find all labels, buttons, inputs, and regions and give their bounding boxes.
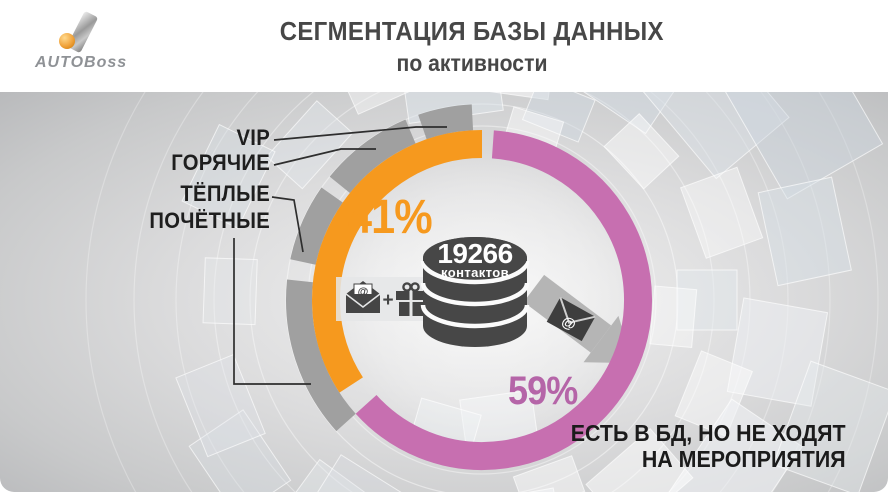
- plus-icon: +: [382, 290, 393, 311]
- subsegment-arc-hot: [329, 119, 416, 194]
- leader-line-vip: [273, 126, 447, 141]
- gift-icon: [396, 282, 426, 316]
- title-line2: по активности: [396, 50, 548, 76]
- subsegment-arc-vip: [418, 104, 474, 140]
- annotation-line2: НА МЕРОПРИЯТИЯ: [642, 446, 846, 472]
- segment-label-hot: ГОРЯЧИЕ: [171, 150, 270, 175]
- segment-label-warm: ТЁПЛЫЕ: [180, 181, 270, 206]
- leader-line-warm: [271, 196, 304, 253]
- svg-text:@: @: [358, 286, 369, 298]
- envelope-at-icon-outgoing: @: [546, 296, 596, 342]
- header: AUTOBoss СЕГМЕНТАЦИЯ БАЗЫ ДАННЫХ по акти…: [0, 0, 888, 92]
- logo: AUTOBoss: [30, 4, 160, 86]
- subsegment-arc-warm: [290, 187, 343, 265]
- subsegment-arc-honored: [286, 279, 356, 432]
- percent-label-active: 41%: [348, 191, 433, 244]
- segment-arc-inactive-59: [355, 130, 652, 470]
- logo-text: AUTOBoss: [35, 54, 128, 71]
- segment-arc-active-41: [312, 130, 483, 393]
- database-icon: [420, 237, 530, 347]
- logo-ball-icon: [59, 33, 75, 49]
- title-line1: СЕГМЕНТАЦИЯ БАЗЫ ДАННЫХ: [279, 16, 665, 46]
- contacts-caption: контактов: [441, 265, 509, 280]
- page-title: СЕГМЕНТАЦИЯ БАЗЫ ДАННЫХ по активности: [56, 16, 888, 77]
- leader-line-honored: [233, 238, 311, 385]
- annotation-line1: ЕСТЬ В БД, НО НЕ ХОДЯТ: [571, 420, 846, 446]
- segment-label-vip: VIP: [236, 125, 270, 150]
- leader-line-hot: [273, 148, 376, 166]
- annotation-inactive-segment: ЕСТЬ В БД, НО НЕ ХОДЯТ НА МЕРОПРИЯТИЯ: [571, 420, 846, 472]
- envelope-at-icon-incoming: @: [345, 281, 381, 313]
- svg-text:@: @: [559, 312, 579, 333]
- contacts-total: 19266: [437, 238, 513, 269]
- segment-label-honored: ПОЧЁТНЫЕ: [149, 208, 270, 233]
- percent-label-inactive: 59%: [508, 369, 578, 413]
